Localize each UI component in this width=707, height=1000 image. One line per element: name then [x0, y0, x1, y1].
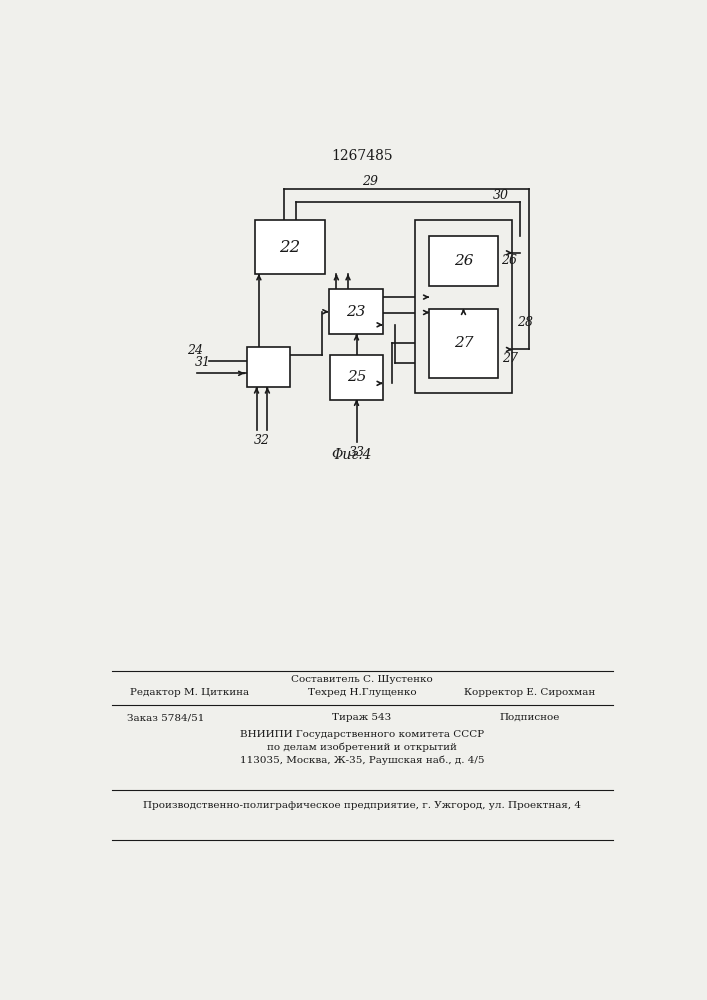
- Bar: [330, 355, 383, 400]
- Text: Техред Н.Глущенко: Техред Н.Глущенко: [308, 688, 416, 697]
- Text: Редактор М. Циткина: Редактор М. Циткина: [129, 688, 249, 697]
- Bar: [429, 309, 498, 378]
- Text: 1267485: 1267485: [331, 149, 393, 163]
- Text: ВНИИПИ Государственного комитета СССР: ВНИИПИ Государственного комитета СССР: [240, 730, 484, 739]
- Text: Подписное: Подписное: [500, 713, 561, 722]
- Text: 31: 31: [195, 356, 211, 369]
- Text: Тираж 543: Тираж 543: [332, 713, 392, 722]
- Text: 26: 26: [454, 254, 473, 268]
- Bar: [429, 235, 498, 286]
- Text: Составитель С. Шустенко: Составитель С. Шустенко: [291, 675, 433, 684]
- Bar: [247, 347, 290, 387]
- Text: 29: 29: [362, 175, 378, 188]
- Text: Φиг.4: Φиг.4: [332, 448, 372, 462]
- Text: Корректор Е. Сирохман: Корректор Е. Сирохман: [464, 688, 596, 697]
- Bar: [255, 220, 325, 274]
- Text: Производственно-полиграфическое предприятие, г. Ужгород, ул. Проектная, 4: Производственно-полиграфическое предприя…: [143, 801, 581, 810]
- Text: 23: 23: [346, 305, 366, 319]
- Text: 28: 28: [517, 316, 533, 329]
- Text: 24: 24: [187, 344, 202, 357]
- Bar: [416, 220, 513, 393]
- Text: Заказ 5784/51: Заказ 5784/51: [127, 713, 204, 722]
- Text: 25: 25: [346, 370, 366, 384]
- Text: 22: 22: [279, 239, 300, 256]
- Text: 32: 32: [254, 434, 270, 447]
- Text: 26: 26: [501, 254, 517, 267]
- Text: 27: 27: [502, 352, 518, 365]
- Text: 27: 27: [454, 336, 473, 350]
- Text: 30: 30: [493, 189, 508, 202]
- Bar: [329, 289, 383, 334]
- Text: 33: 33: [349, 446, 365, 459]
- Text: 113035, Москва, Ж-35, Раушская наб., д. 4/5: 113035, Москва, Ж-35, Раушская наб., д. …: [240, 756, 484, 765]
- Text: по делам изобретений и открытий: по делам изобретений и открытий: [267, 743, 457, 752]
